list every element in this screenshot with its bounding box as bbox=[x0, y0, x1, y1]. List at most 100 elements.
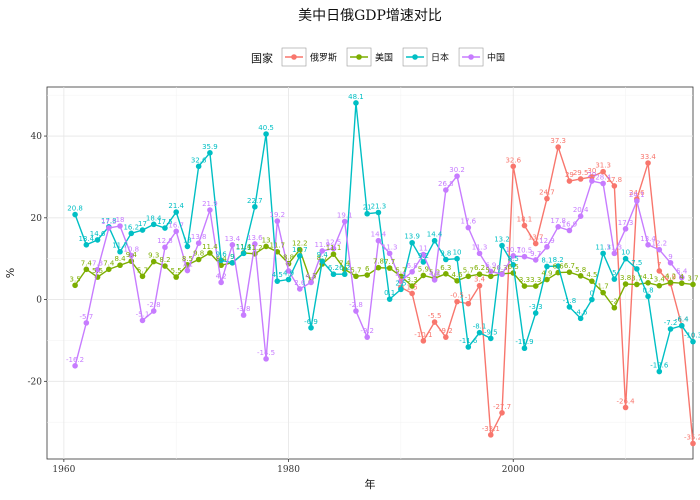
series-俄罗斯-point bbox=[577, 176, 584, 182]
series-中国-point bbox=[454, 173, 460, 179]
plot-panel bbox=[46, 86, 694, 460]
series-日本-data-label: -4.6 bbox=[574, 308, 588, 316]
series-中国-point bbox=[622, 226, 629, 232]
series-日本-data-label: 20.8 bbox=[67, 205, 83, 213]
series-日本-point bbox=[589, 296, 595, 303]
series-中国-point bbox=[544, 244, 550, 250]
series-中国-data-label: -3.8 bbox=[237, 305, 251, 313]
series-美国-data-label: 3.4 bbox=[654, 276, 666, 284]
series-中国-data-label: 2.6 bbox=[294, 279, 306, 287]
series-中国-data-label: 18 bbox=[116, 216, 125, 224]
series-中国-point bbox=[443, 187, 449, 193]
series-中国-point bbox=[420, 251, 427, 258]
series-美国-data-label: 6.3 bbox=[496, 264, 507, 272]
series-日本-point bbox=[252, 203, 258, 210]
series-美国-point bbox=[634, 281, 640, 288]
series-日本-point bbox=[195, 163, 202, 170]
series-美国-data-label: 5.7 bbox=[485, 266, 496, 274]
series-中国-point bbox=[364, 334, 370, 340]
series-俄罗斯-data-label: 33.4 bbox=[640, 153, 656, 161]
series-日本-point bbox=[555, 263, 561, 269]
series-美国-data-label: 4.6 bbox=[451, 271, 463, 279]
series-俄罗斯-point bbox=[443, 334, 449, 340]
series-日本-point bbox=[296, 253, 303, 259]
series-日本-point bbox=[330, 271, 337, 278]
series-中国-point bbox=[285, 268, 292, 274]
series-俄罗斯-data-label: 31.3 bbox=[595, 162, 611, 170]
series-日本-data-label: -9.5 bbox=[484, 328, 498, 336]
series-日本-point bbox=[364, 210, 370, 217]
series-日本-data-label: 0.8 bbox=[642, 286, 653, 294]
series-日本-point bbox=[375, 209, 382, 216]
series-日本-data-label: -11.9 bbox=[515, 338, 533, 346]
series-中国-data-label: 16.9 bbox=[562, 220, 578, 228]
series-美国-data-label: 7.8 bbox=[373, 258, 384, 266]
series-俄罗斯-point bbox=[521, 222, 528, 229]
series-日本-point bbox=[499, 242, 505, 249]
series-美国-point bbox=[690, 281, 696, 288]
series-美国-point bbox=[521, 283, 528, 289]
series-中国-data-label: 14.4 bbox=[371, 231, 387, 239]
series-美国-data-label: 8.2 bbox=[159, 256, 170, 264]
series-中国-data-label: 7 bbox=[286, 261, 290, 269]
series-美国-point bbox=[656, 282, 663, 289]
series-俄罗斯-point bbox=[589, 174, 595, 180]
series-中国-data-label: 6.2 bbox=[496, 264, 507, 272]
series-俄罗斯-data-label: -0.5 bbox=[450, 292, 464, 300]
series-日本-data-label: 13.4 bbox=[79, 235, 95, 243]
series-中国-point bbox=[72, 362, 78, 369]
series-俄罗斯-data-label: -33.1 bbox=[482, 425, 500, 433]
series-中国-data-label: 29 bbox=[587, 171, 596, 179]
legend-item: 日本 bbox=[402, 47, 449, 67]
series-日本 bbox=[72, 100, 696, 375]
series-日本-data-label: -3.3 bbox=[529, 303, 543, 311]
series-俄罗斯-point bbox=[622, 404, 629, 411]
series-中国-point bbox=[532, 257, 539, 263]
series-中国-point bbox=[386, 250, 393, 257]
series-中国-point bbox=[634, 198, 640, 204]
series-中国-point bbox=[645, 241, 651, 248]
series-日本-data-label: 0 bbox=[590, 290, 594, 298]
series-日本-data-label: 10 bbox=[621, 249, 630, 257]
series-美国-point bbox=[589, 278, 595, 284]
series-日本-data-label: 48.1 bbox=[348, 93, 364, 101]
series-日本-data-label: -8.1 bbox=[473, 323, 487, 331]
series-中国-point bbox=[296, 286, 303, 292]
series-俄罗斯-data-label: 3.9 bbox=[665, 274, 676, 282]
series-俄罗斯-point bbox=[656, 268, 663, 274]
series-俄罗斯-point bbox=[600, 168, 606, 175]
series-美国-data-label: 6.2 bbox=[474, 264, 485, 272]
series-中国-point bbox=[319, 248, 326, 254]
series-日本-point bbox=[83, 241, 90, 248]
series-中国-data-label: 10.7 bbox=[505, 246, 521, 254]
series-日本-data-label: 0.1 bbox=[384, 289, 395, 297]
series-美国-data-label: 4.3 bbox=[305, 272, 316, 280]
series-美国-point bbox=[409, 283, 415, 289]
series-美国-data-label: 4.5 bbox=[586, 271, 597, 279]
series-日本-point bbox=[487, 335, 494, 342]
series-中国-data-label: 9 bbox=[668, 253, 672, 261]
series-中国-data-label: 11.9 bbox=[314, 241, 330, 249]
series-日本-data-label: 4.5 bbox=[272, 271, 283, 279]
series-中国-data-label: 12.5 bbox=[326, 238, 342, 246]
series-美国-data-label: 1.7 bbox=[598, 283, 609, 291]
series-俄罗斯-data-label: 29.5 bbox=[573, 169, 589, 177]
series-美国-data-label: 5.2 bbox=[429, 268, 440, 276]
series-日本-point bbox=[263, 131, 269, 137]
series-中国-point bbox=[521, 253, 528, 260]
series-中国-point bbox=[476, 250, 483, 257]
series-中国-point bbox=[252, 241, 258, 247]
series-中国-data-label: 11.3 bbox=[607, 243, 623, 251]
series-美国-data-label: 6.6 bbox=[553, 263, 565, 271]
series-中国-point bbox=[105, 225, 112, 231]
series-日本-point bbox=[173, 209, 179, 215]
series-日本-data-label: 9.8 bbox=[440, 250, 451, 258]
series-日本-data-label: 11.3 bbox=[595, 243, 611, 251]
series-日本-data-label: 13 bbox=[183, 236, 192, 244]
series-俄罗斯-data-label: 3.4 bbox=[474, 276, 486, 284]
series-日本-point bbox=[128, 230, 135, 237]
series-日本-point bbox=[600, 250, 606, 257]
series-美国-data-label: 4.2 bbox=[665, 272, 676, 280]
legend-key-point bbox=[412, 54, 418, 60]
series-日本-data-label: 17 bbox=[138, 220, 147, 228]
